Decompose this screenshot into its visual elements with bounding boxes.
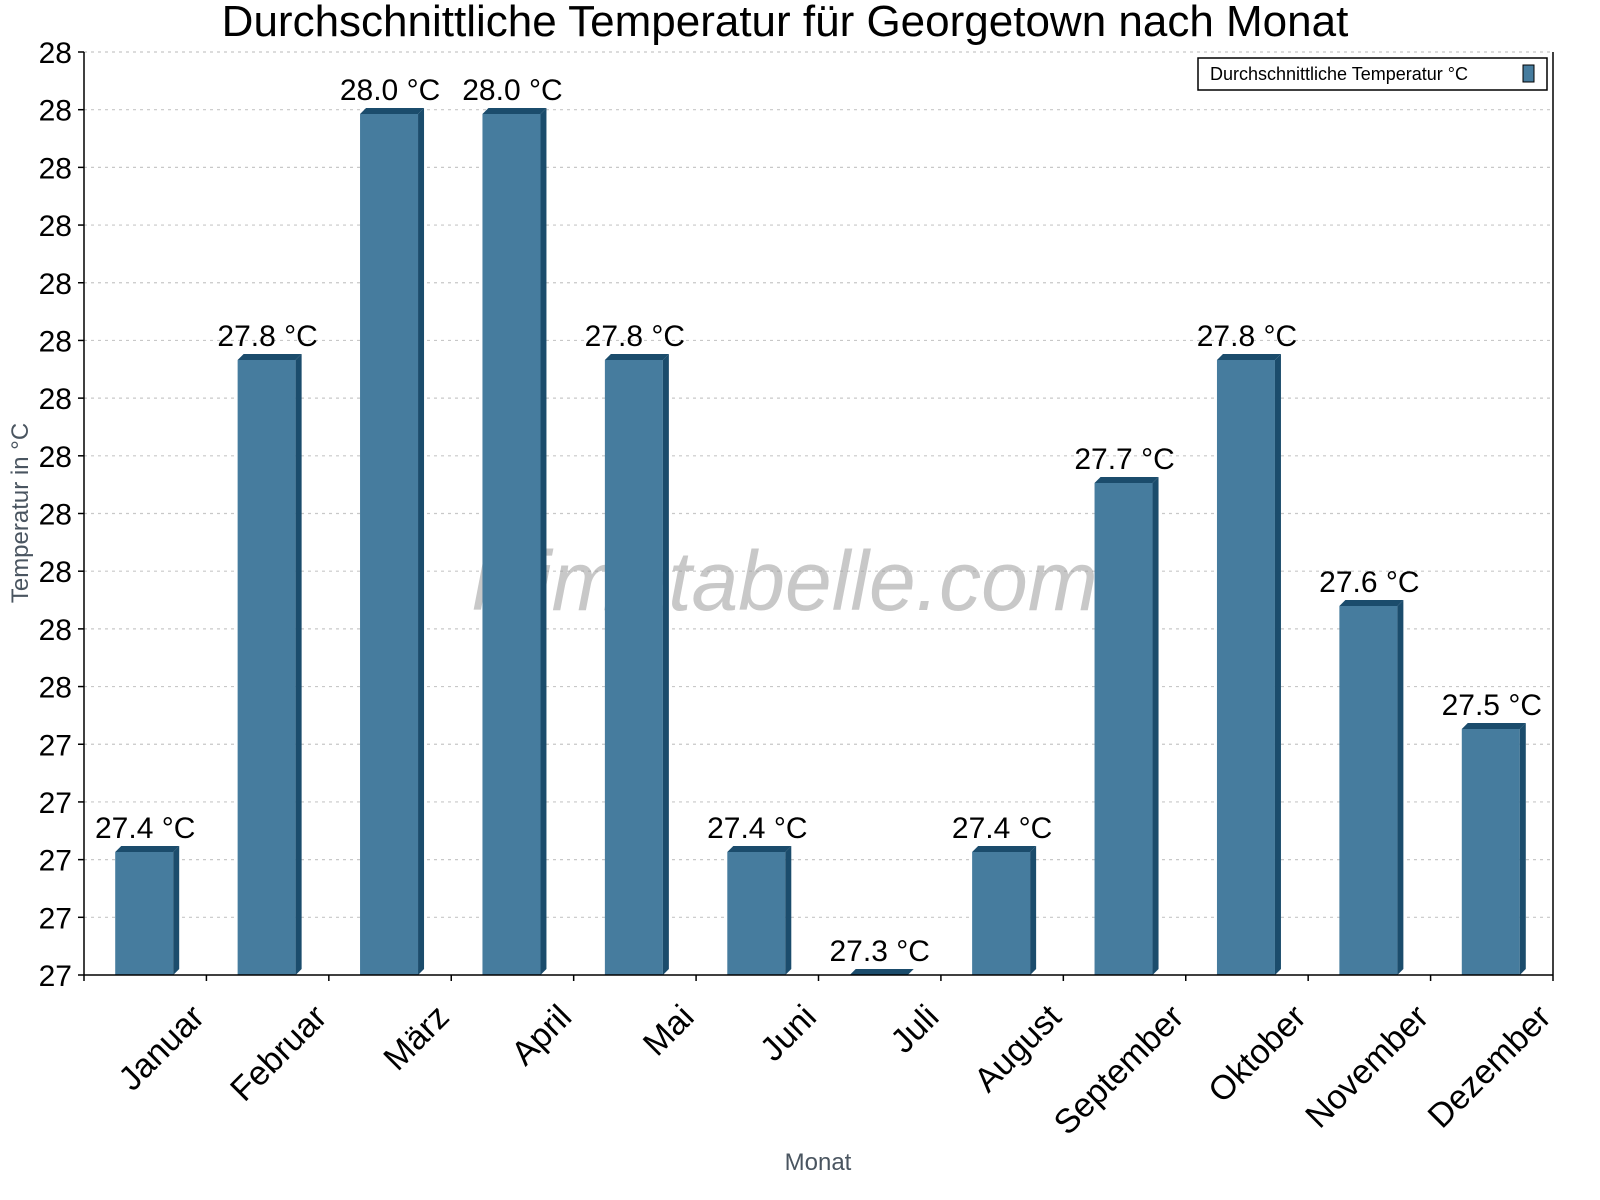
bar-märz: 28.0 °C <box>340 74 440 975</box>
bar-august: 27.4 °C <box>952 812 1052 975</box>
y-tick-label: 28 <box>39 499 72 532</box>
bar-oktober: 27.8 °C <box>1197 320 1297 975</box>
value-label: 28.0 °C <box>340 74 440 107</box>
value-label: 27.8 °C <box>585 320 685 353</box>
value-label: 27.3 °C <box>830 935 930 968</box>
legend-swatch <box>1522 64 1535 83</box>
x-tick-label: März <box>376 998 456 1078</box>
x-axis-label: Monat <box>785 1149 852 1176</box>
bars: 27.4 °C 27.8 °C 28.0 °C 28.0 °C 27.8 °C 27.4 … <box>95 74 1542 975</box>
y-tick-label: 28 <box>39 268 72 301</box>
x-tick-label: Oktober <box>1201 998 1313 1110</box>
x-tick-label: April <box>504 998 579 1073</box>
y-tick-label: 28 <box>39 95 72 128</box>
bar-april: 28.0 °C <box>462 74 563 975</box>
value-label: 27.7 °C <box>1074 443 1174 476</box>
y-tick-label: 27 <box>39 729 72 762</box>
y-tick-label: 27 <box>39 902 72 935</box>
value-label: 27.8 °C <box>1197 320 1297 353</box>
y-tick-label: 28 <box>39 383 72 416</box>
x-tick-label: Mai <box>636 998 702 1064</box>
value-label: 28.0 °C <box>462 74 562 107</box>
bar-juli: 27.3 °C <box>830 935 930 975</box>
bar-februar: 27.8 °C <box>217 320 318 975</box>
legend-label: Durchschnittliche Temperatur °C <box>1210 64 1468 84</box>
value-label: 27.5 °C <box>1442 689 1542 722</box>
value-label: 27.4 °C <box>95 812 195 845</box>
y-axis-label: Temperatur in °C <box>7 423 34 603</box>
bar-september: 27.7 °C <box>1074 443 1175 975</box>
legend-box <box>1197 57 1548 91</box>
value-label: 27.4 °C <box>707 812 807 845</box>
x-tick-label: August <box>967 997 1069 1099</box>
bar-januar: 27.4 °C <box>95 812 195 975</box>
value-label: 27.6 °C <box>1319 566 1419 599</box>
y-tick-label: 27 <box>39 787 72 820</box>
grid-lines <box>84 51 1553 918</box>
value-label: 27.4 °C <box>952 812 1052 845</box>
x-axis-ticks: Januar Februar März April Mai Juni Juli AugustS… <box>83 975 1559 1142</box>
legend: Durchschnittliche Temperatur °C <box>1197 57 1548 91</box>
bar-dezember: 27.5 °C <box>1442 689 1542 975</box>
y-tick-label: 28 <box>39 614 72 647</box>
x-tick-label: Januar <box>111 998 211 1098</box>
x-tick-label: Februar <box>223 998 334 1109</box>
x-tick-label: September <box>1047 998 1191 1142</box>
bar-november: 27.6 °C <box>1319 566 1420 975</box>
x-tick-label: November <box>1298 998 1436 1136</box>
y-tick-label: 28 <box>39 152 72 185</box>
x-tick-label: Dezember <box>1421 998 1559 1136</box>
watermark: klimatabelle.com <box>472 534 1098 628</box>
y-tick-label: 28 <box>39 325 72 358</box>
y-tick-label: 27 <box>39 960 72 993</box>
bar-mai: 27.8 °C <box>585 320 685 975</box>
y-tick-label: 28 <box>39 672 72 705</box>
y-axis-ticks: 28 28 28 28 28 28 28 28 28 28 28 28 27 27 27 27 27 <box>39 37 84 993</box>
y-tick-label: 28 <box>39 37 72 70</box>
chart-title: Durchschnittliche Temperatur für Georget… <box>222 0 1349 46</box>
y-tick-label: 28 <box>39 556 72 589</box>
y-tick-label: 27 <box>39 845 72 878</box>
value-label: 27.8 °C <box>217 320 317 353</box>
x-tick-label: Juni <box>753 998 824 1069</box>
x-tick-label: Juli <box>883 998 946 1061</box>
bar-juni: 27.4 °C <box>707 812 807 975</box>
y-tick-label: 28 <box>39 441 72 474</box>
y-tick-label: 28 <box>39 210 72 243</box>
